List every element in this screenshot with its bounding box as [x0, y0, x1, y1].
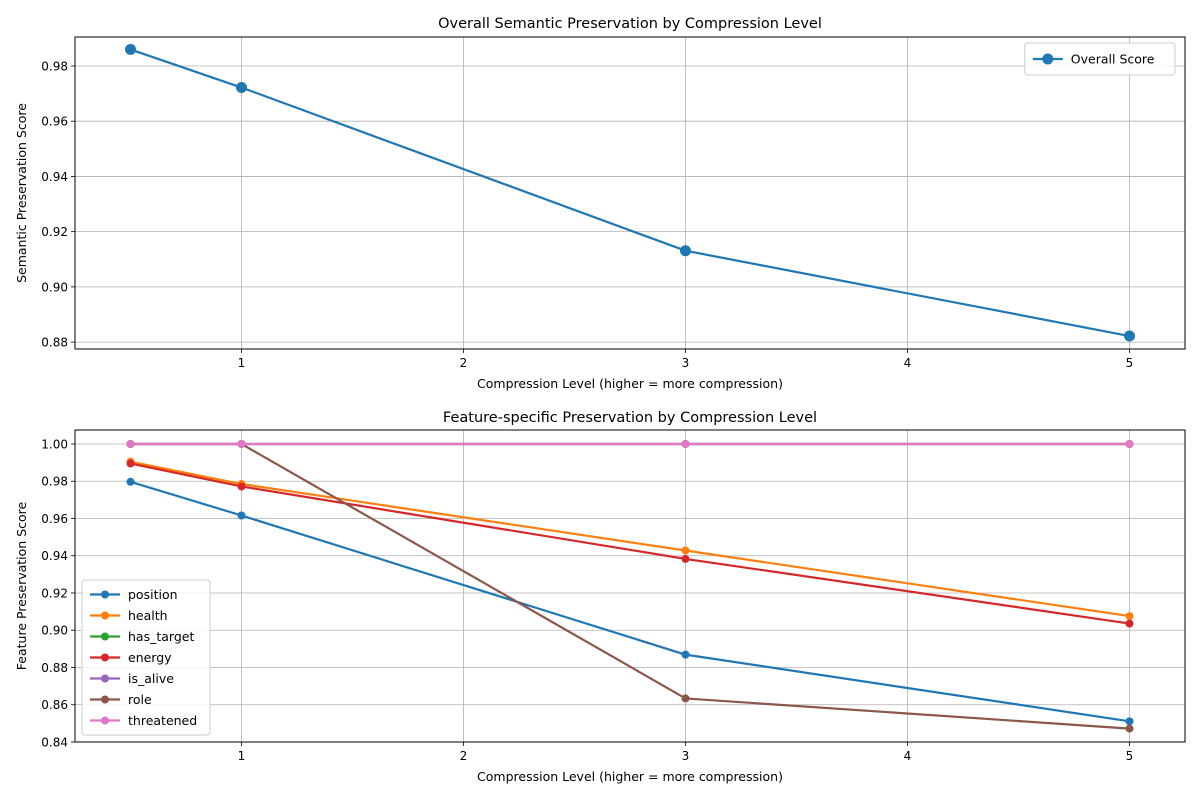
y-tick-label: 0.96	[41, 512, 68, 526]
y-tick-label: 0.84	[41, 736, 68, 750]
x-tick-label: 4	[904, 749, 912, 763]
x-tick-label: 4	[904, 356, 912, 370]
chart-features: Feature-specific Preservation by Compres…	[14, 410, 1186, 784]
x-tick-label: 2	[460, 356, 468, 370]
legend-marker	[101, 653, 109, 662]
y-tick-label: 0.94	[41, 170, 68, 184]
data-point	[1125, 439, 1134, 448]
y-tick-label: 0.90	[41, 624, 68, 638]
legend-marker	[101, 716, 109, 725]
y-tick-label: 0.96	[41, 115, 68, 129]
data-point	[236, 82, 247, 94]
data-point	[237, 482, 246, 491]
data-point	[126, 459, 135, 468]
chart-features-series	[126, 439, 1134, 733]
legend-marker	[101, 695, 109, 704]
x-tick-label: 5	[1126, 749, 1134, 763]
x-tick-label: 2	[460, 749, 468, 763]
data-point	[681, 694, 690, 703]
chart-overall-y-axis: 0.88 0.90 0.92 0.94 0.96 0.98	[41, 59, 75, 350]
y-tick-label: 0.86	[41, 698, 68, 712]
legend-label: position	[128, 587, 178, 602]
chart-features-title: Feature-specific Preservation by Compres…	[443, 410, 817, 426]
series-line-energy	[130, 462, 1130, 625]
x-tick-label: 1	[238, 356, 246, 370]
chart-overall-plot-frame	[74, 36, 1186, 350]
y-tick-label: 0.90	[41, 280, 68, 294]
data-point	[237, 439, 246, 448]
x-tick-label: 3	[682, 749, 690, 763]
x-tick-label: 1	[238, 749, 246, 763]
legend-label: has_target	[128, 629, 194, 644]
data-point	[1125, 724, 1134, 733]
chart-overall-series	[125, 43, 1135, 342]
data-point	[126, 439, 135, 448]
legend-marker	[101, 590, 109, 599]
data-point	[1125, 612, 1134, 621]
data-point	[681, 650, 690, 659]
legend-marker	[101, 611, 109, 620]
chart-overall-legend: Overall Score	[1024, 42, 1176, 76]
data-point	[237, 511, 246, 520]
chart-features-x-axis: 1 2 3 4 5	[238, 742, 1134, 763]
data-point	[1124, 330, 1135, 342]
chart-features-y-label: Feature Preservation Score	[14, 501, 29, 670]
data-point	[1125, 717, 1134, 726]
x-tick-label: 3	[682, 356, 690, 370]
legend-box	[1024, 42, 1176, 76]
legend-marker	[1042, 53, 1054, 65]
series-line-position	[130, 480, 1130, 723]
legend-label: role	[128, 692, 152, 707]
y-tick-label: 0.98	[41, 475, 68, 489]
data-point	[680, 245, 691, 257]
legend-marker	[101, 632, 109, 641]
data-point	[1125, 619, 1134, 628]
data-point	[681, 439, 690, 448]
data-point	[681, 554, 690, 563]
legend-label: Overall Score	[1071, 52, 1155, 67]
chart-overall-title: Overall Semantic Preservation by Compres…	[438, 16, 822, 32]
chart-features-y-axis: 0.84 0.86 0.88 0.90 0.92 0.94 0.96 0.98 1.00	[41, 437, 75, 750]
chart-overall: Overall Semantic Preservation by Compres…	[14, 16, 1186, 391]
chart-overall-x-axis: 1 2 3 4 5	[238, 349, 1134, 370]
legend-marker	[101, 674, 109, 683]
chart-overall-y-label: Semantic Preservation Score	[14, 103, 29, 283]
y-tick-label: 0.92	[41, 586, 68, 600]
y-tick-label: 0.88	[41, 661, 68, 675]
series-line-health	[130, 460, 1130, 618]
legend-box	[81, 579, 211, 736]
legend-label: health	[128, 608, 168, 623]
legend-label: energy	[128, 650, 172, 665]
y-tick-label: 0.98	[41, 59, 68, 73]
data-point	[126, 477, 135, 486]
chart-overall-grid	[75, 37, 1185, 349]
y-tick-label: 0.92	[41, 225, 68, 239]
chart-features-plot-frame	[74, 429, 1186, 743]
y-tick-label: 0.88	[41, 336, 68, 350]
y-tick-label: 0.94	[41, 549, 68, 563]
chart-features-x-label: Compression Level (higher = more compres…	[477, 769, 783, 784]
data-point	[125, 43, 136, 55]
chart-overall-x-label: Compression Level (higher = more compres…	[477, 376, 783, 391]
x-tick-label: 5	[1126, 356, 1134, 370]
data-point	[681, 546, 690, 555]
legend-label: is_alive	[128, 671, 174, 686]
y-tick-label: 1.00	[41, 437, 68, 451]
series-line-overall-score	[130, 48, 1130, 338]
legend-label: threatened	[128, 713, 197, 728]
